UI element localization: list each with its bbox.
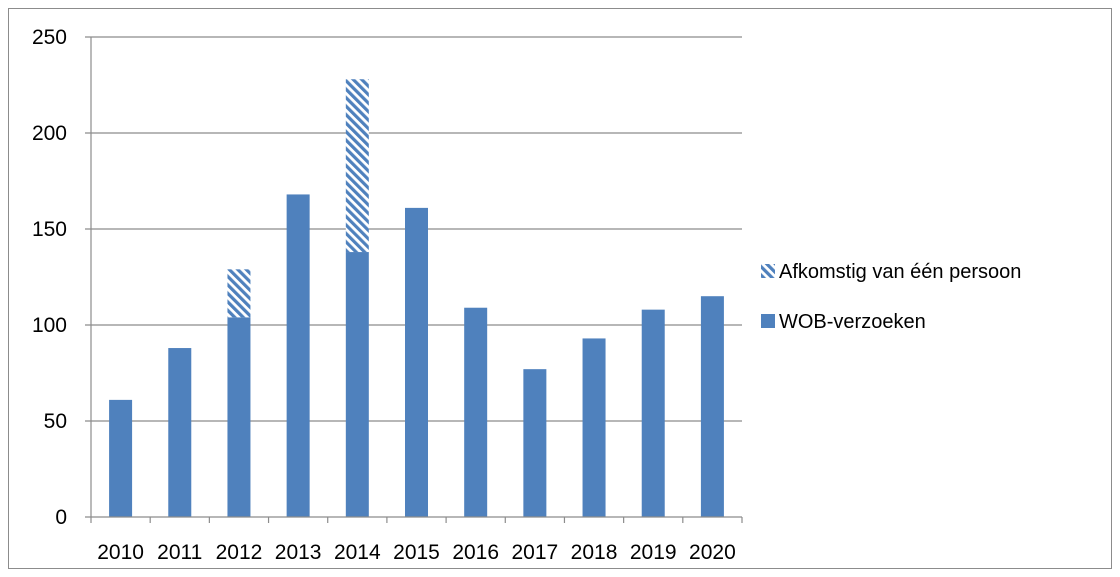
bar-wob-verzoeken [641,309,665,517]
bar-afkomstig-van-een-persoon [227,269,251,318]
bars [109,79,724,518]
legend-swatch [761,264,775,278]
y-tick-label: 250 [32,26,67,49]
x-tick-label: 2011 [157,541,202,564]
x-tick-label: 2020 [689,541,736,564]
bar-wob-verzoeken [345,252,369,518]
bar-wob-verzoeken [109,399,133,517]
y-axis-tick-labels: 0 50 100 150 200 250 [32,26,67,529]
y-tick-label: 200 [32,122,67,145]
y-tick-label: 50 [44,410,67,433]
x-tick-label: 2015 [393,541,440,564]
x-tick-label: 2016 [452,541,499,564]
bar-wob-verzoeken [464,307,488,517]
bar-wob-verzoeken [582,338,606,517]
x-tick-label: 2017 [512,541,559,564]
bar-wob-verzoeken [523,369,547,517]
y-tick-label: 0 [55,506,67,529]
x-tick-label: 2019 [630,541,677,564]
chart-frame [8,8,1112,569]
x-tick-label: 2012 [216,541,263,564]
y-tick-label: 100 [32,314,67,337]
x-tick-label: 2018 [571,541,618,564]
x-tick-label: 2014 [334,541,381,564]
bar-wob-verzoeken [286,194,310,517]
legend-label: WOB-verzoeken [779,311,926,333]
x-tick-label: 2013 [275,541,322,564]
bar-wob-verzoeken [405,207,428,517]
bar-afkomstig-van-een-persoon [345,79,369,253]
legend-label: Afkomstig van één persoon [779,261,1021,283]
x-axis-tick-labels: 2010 2011 2012 2013 2014 2015 2016 2017 2018 2019… [97,541,736,564]
bar-wob-verzoeken [227,317,251,517]
legend: Afkomstig van één persoon WOB-verzoeken [761,261,1021,333]
bar-wob-verzoeken [700,296,724,517]
x-tick-label: 2010 [97,541,144,564]
y-tick-label: 150 [32,218,67,241]
bar-wob-verzoeken [168,348,192,517]
axes [85,37,743,523]
legend-swatch [761,314,775,328]
